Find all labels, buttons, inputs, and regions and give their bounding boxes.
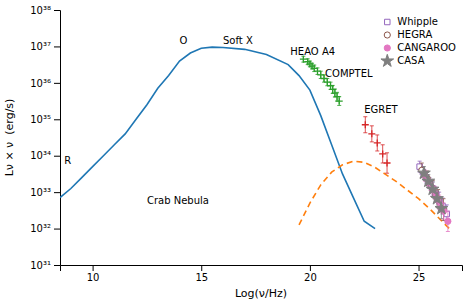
- tick-label: 10³⁸: [30, 5, 51, 16]
- tick: 10³⁴: [30, 150, 60, 161]
- tick: 10³⁶: [30, 78, 60, 89]
- tick: 10³³: [30, 187, 60, 198]
- legend-symbol: [384, 32, 390, 38]
- tick-label: 25: [413, 272, 426, 283]
- tick-mark: [54, 229, 60, 230]
- point: [374, 139, 381, 146]
- tick: 10³⁷: [30, 41, 60, 52]
- tick-label: 10: [87, 272, 100, 283]
- point: [445, 218, 451, 224]
- point: [368, 130, 375, 137]
- tick-mark: [54, 192, 60, 193]
- tick: 10³⁸: [30, 5, 60, 16]
- legend-symbol: [385, 19, 390, 24]
- series: [418, 167, 448, 219]
- point: [336, 98, 343, 105]
- annotation: R: [64, 155, 71, 166]
- tick-label: 10³⁵: [30, 114, 51, 125]
- legend-item: Whipple: [385, 16, 438, 27]
- annotation: HEAO A4: [290, 46, 335, 57]
- series: [422, 170, 451, 231]
- tick-label: 10³¹: [30, 260, 51, 271]
- legend-label: CANGAROO: [397, 42, 456, 53]
- x-axis-title: Log(ν/Hz): [235, 287, 287, 300]
- legend-item: CANGAROO: [384, 42, 456, 53]
- legend-label: CASA: [397, 55, 424, 66]
- tick-label: 10³²: [30, 223, 51, 234]
- line: [60, 47, 375, 228]
- series: [417, 161, 450, 223]
- tick-mark: [54, 265, 60, 266]
- annotation: COMPTEL: [325, 68, 373, 79]
- tick: 20: [304, 265, 317, 283]
- legend-label: Whipple: [397, 16, 438, 27]
- annotation: Crab Nebula: [147, 195, 209, 206]
- tick: 10: [87, 265, 100, 283]
- tick-label: 10³³: [30, 187, 51, 198]
- tick-label: 20: [304, 272, 317, 283]
- series: [299, 161, 451, 230]
- legend-item: CASA: [381, 54, 425, 66]
- y-axis-title: Lν × ν (erg/s): [3, 99, 16, 177]
- tick-mark: [93, 265, 94, 271]
- tick-label: 15: [195, 272, 208, 283]
- point: [384, 160, 391, 167]
- tick: 25: [413, 265, 426, 283]
- line: [299, 161, 451, 230]
- axis-line: [54, 11, 61, 266]
- legend-label: HEGRA: [397, 29, 432, 40]
- tick: 10³⁵: [30, 114, 60, 125]
- x-axis: 10 15 20 25: [61, 265, 463, 283]
- annotation: Soft X: [223, 35, 253, 46]
- series: [300, 56, 343, 106]
- y-axis: 10³¹ 10³² 10³³ 10³⁴ 10³⁵ 10³⁶ 10³⁷ 10³⁸: [30, 5, 60, 271]
- point: [435, 202, 448, 214]
- tick-mark: [310, 265, 311, 271]
- tick: 15: [195, 265, 208, 283]
- annotation: EGRET: [364, 104, 398, 115]
- tick-mark: [419, 265, 420, 271]
- tick: 10³²: [30, 223, 60, 234]
- legend: Whipple HEGRA CANGAROO CASA: [381, 16, 456, 66]
- tick-mark: [54, 156, 60, 157]
- plot-area: [60, 47, 451, 231]
- annotation: O: [180, 35, 188, 46]
- annotations: R O Soft X HEAO A4 COMPTEL EGRET Crab Nebula: [64, 35, 398, 206]
- series: [362, 117, 391, 173]
- tick-label: 10³⁷: [30, 41, 51, 52]
- tick-label: 10³⁶: [30, 78, 51, 89]
- point: [362, 121, 369, 128]
- chart: 10 15 20 25 10³¹ 10³² 10³³ 10³⁴ 10³⁵ 10³⁶ 10³⁷ 10³⁸…: [0, 0, 474, 303]
- legend-item: HEGRA: [384, 29, 432, 40]
- tick-mark: [54, 83, 60, 84]
- series: [60, 47, 375, 228]
- tick-mark: [54, 10, 60, 11]
- legend-symbol: [381, 54, 394, 66]
- tick-mark: [54, 46, 60, 47]
- tick: 10³¹: [30, 260, 60, 271]
- tick-label: 10³⁴: [30, 150, 51, 161]
- tick-mark: [54, 119, 60, 120]
- point: [379, 150, 386, 157]
- axis-line: [61, 266, 463, 272]
- tick-mark: [201, 265, 202, 271]
- legend-symbol: [384, 45, 390, 51]
